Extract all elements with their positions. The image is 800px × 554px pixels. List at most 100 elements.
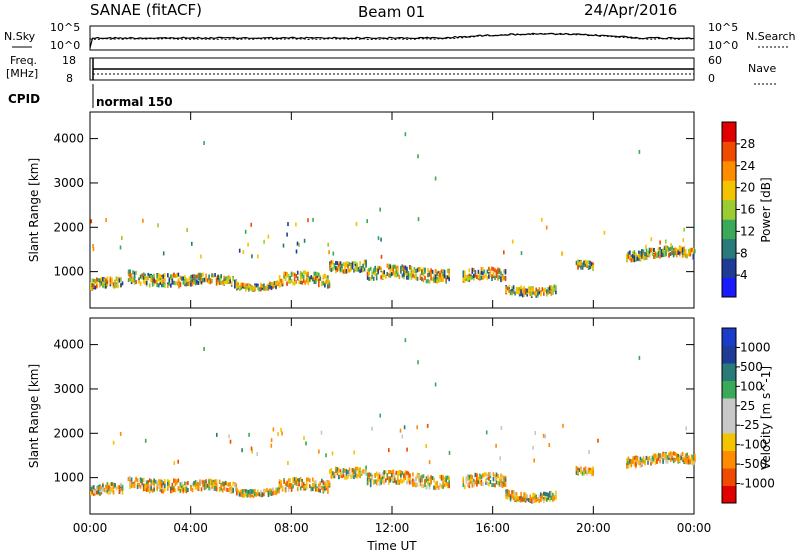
- echo-cell: [103, 280, 106, 285]
- echo-cell: [269, 489, 271, 494]
- echo-cell: [492, 483, 495, 487]
- echo-cell: [230, 485, 233, 490]
- echo-cell: [184, 275, 186, 280]
- echo-cell: [333, 472, 336, 477]
- echo-cell: [106, 280, 109, 285]
- echo-cell: [102, 281, 104, 286]
- echo-cell: [544, 288, 547, 293]
- echo-cell: [495, 480, 498, 485]
- echo-cell: [645, 255, 648, 260]
- echo-cell: [248, 432, 250, 437]
- echo-cell: [130, 278, 133, 283]
- echo-cell: [380, 267, 382, 271]
- echo-cell: [333, 265, 336, 270]
- echo-cell: [662, 253, 664, 258]
- echo-cell: [354, 264, 357, 268]
- echo-cell: [224, 487, 227, 492]
- echo-cell: [286, 281, 288, 286]
- echo-cell: [335, 469, 337, 473]
- echo-cell: [99, 282, 101, 287]
- echo-cell: [544, 434, 546, 439]
- echo-cell: [341, 263, 343, 268]
- echo-cell: [553, 496, 556, 501]
- echo-cell: [100, 281, 103, 286]
- echo-cell: [680, 246, 682, 251]
- x-tick-label: 08:00: [274, 521, 309, 535]
- echo-cell: [685, 426, 687, 431]
- echo-cell: [389, 269, 392, 274]
- echo-cell: [286, 480, 288, 485]
- echo-cell: [684, 249, 687, 254]
- echo-cell: [491, 483, 493, 488]
- echo-cell: [214, 273, 216, 277]
- echo-cell: [130, 273, 133, 278]
- echo-cell: [147, 487, 149, 492]
- echo-cell: [464, 270, 466, 275]
- echo-cell: [344, 468, 346, 473]
- echo-cell: [526, 496, 528, 501]
- echo-cell: [492, 271, 495, 276]
- echo-cell: [190, 274, 192, 279]
- echo-cell: [185, 282, 188, 287]
- echo-cell: [666, 459, 669, 464]
- echo-cell: [90, 491, 92, 496]
- echo-cell: [498, 477, 501, 482]
- echo-cell: [248, 283, 250, 288]
- echo-cell: [535, 291, 537, 296]
- echo-cell: [168, 483, 171, 488]
- echo-cell: [508, 288, 510, 293]
- echo-cell: [383, 273, 385, 278]
- echo-cell: [520, 292, 522, 297]
- echo-cell: [336, 261, 339, 266]
- echo-cell: [395, 470, 398, 475]
- echo-cell: [315, 280, 317, 284]
- echo-cell: [394, 264, 396, 269]
- echo-cell: [512, 496, 515, 501]
- echo-cell: [332, 471, 334, 476]
- echo-cell: [292, 479, 294, 484]
- echo-cell: [242, 250, 245, 255]
- echo-cell: [694, 453, 696, 458]
- echo-cell: [684, 460, 687, 465]
- echo-cell: [148, 488, 151, 493]
- echo-cell: [530, 498, 533, 503]
- echo-cell: [232, 487, 234, 492]
- echo-cell: [345, 475, 348, 480]
- echo-cell: [360, 265, 363, 270]
- echo-cell: [583, 260, 585, 265]
- echo-cell: [386, 272, 389, 276]
- echo-cell: [378, 472, 381, 477]
- echo-cell: [328, 280, 331, 285]
- echo-cell: [388, 448, 390, 453]
- echo-cell: [386, 263, 389, 268]
- echo-cell: [686, 457, 688, 462]
- echo-cell: [144, 280, 146, 285]
- echo-cell: [167, 486, 169, 491]
- echo-cell: [227, 278, 230, 283]
- echo-cell: [289, 279, 291, 284]
- echo-cell: [162, 486, 165, 491]
- echo-cell: [371, 271, 373, 276]
- echo-cell: [353, 475, 355, 480]
- echo-cell: [627, 254, 630, 259]
- echo-cell: [114, 279, 116, 284]
- echo-cell: [581, 265, 584, 270]
- echo-cell: [494, 476, 496, 481]
- echo-cell: [403, 265, 405, 270]
- echo-cell: [378, 266, 381, 271]
- echo-cell: [680, 452, 682, 457]
- echo-cell: [500, 278, 502, 283]
- echo-cell: [142, 218, 144, 223]
- echo-cell: [587, 467, 590, 472]
- echo-cell: [504, 475, 507, 480]
- echo-cell: [473, 273, 475, 278]
- echo-cell: [665, 453, 667, 458]
- echo-cell: [421, 277, 423, 282]
- echo-cell: [90, 487, 92, 492]
- echo-cell: [665, 252, 667, 257]
- echo-cell: [501, 277, 504, 281]
- echo-cell: [282, 243, 285, 248]
- echo-cell: [280, 480, 282, 484]
- echo-cell: [298, 482, 300, 487]
- echo-cell: [369, 276, 372, 281]
